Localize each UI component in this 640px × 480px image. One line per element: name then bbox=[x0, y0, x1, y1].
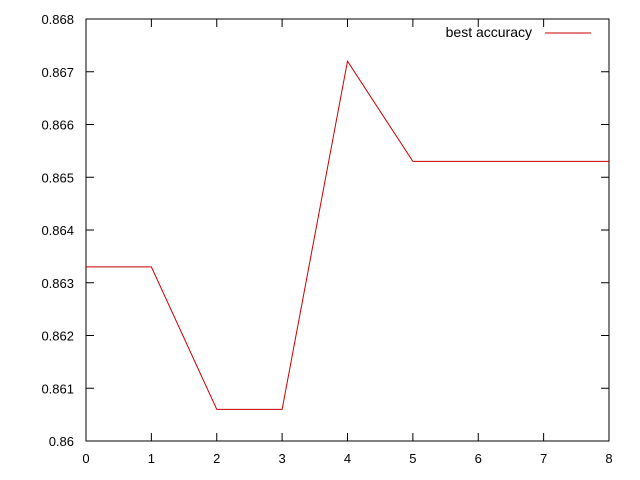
x-tick-label: 4 bbox=[344, 451, 351, 466]
series-line bbox=[86, 59, 609, 410]
axis-ticks bbox=[85, 18, 610, 442]
x-tick-label: 5 bbox=[409, 451, 416, 466]
y-tick-label: 0.861 bbox=[41, 381, 74, 396]
x-tick-label: 1 bbox=[148, 451, 155, 466]
x-tick-label: 6 bbox=[475, 451, 482, 466]
y-tick-label: 0.865 bbox=[41, 170, 74, 185]
axis-tick-labels: 0 1 2 3 4 5 6 7 8 0.86 0.861 0.862 0.863 0.864 0.865 0.… bbox=[41, 12, 612, 466]
x-tick-label: 8 bbox=[605, 451, 612, 466]
x-tick-label: 7 bbox=[540, 451, 547, 466]
y-tick-label: 0.862 bbox=[41, 329, 74, 344]
y-tick-label: 0.863 bbox=[41, 276, 74, 291]
legend-label: best accuracy bbox=[446, 24, 532, 40]
y-tick-label: 0.867 bbox=[41, 65, 74, 80]
series-group bbox=[86, 59, 609, 410]
y-tick-label: 0.86 bbox=[49, 434, 74, 449]
legend: best accuracy bbox=[446, 24, 591, 40]
x-tick-label: 0 bbox=[82, 451, 89, 466]
plot-frame bbox=[85, 18, 610, 442]
y-tick-label: 0.864 bbox=[41, 223, 74, 238]
y-tick-label: 0.868 bbox=[41, 12, 74, 27]
x-tick-label: 3 bbox=[279, 451, 286, 466]
x-tick-label: 2 bbox=[213, 451, 220, 466]
y-tick-label: 0.866 bbox=[41, 118, 74, 133]
